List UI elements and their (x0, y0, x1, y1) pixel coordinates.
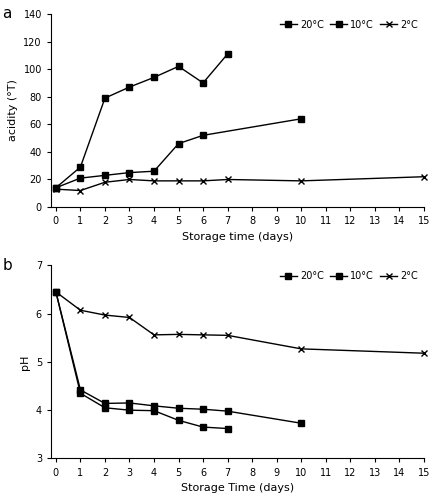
2°C (151, 332, 156, 338)
20°C (53, 185, 59, 191)
2°C (201, 178, 206, 184)
20°C (102, 405, 108, 411)
Line: 20°C: 20°C (53, 289, 230, 432)
20°C (225, 426, 230, 432)
2°C (298, 346, 304, 352)
Line: 20°C: 20°C (53, 51, 230, 190)
10°C (127, 400, 132, 406)
20°C (78, 164, 83, 170)
Y-axis label: pH: pH (20, 354, 30, 370)
2°C (225, 332, 230, 338)
Line: 10°C: 10°C (53, 116, 304, 190)
10°C (176, 140, 181, 146)
20°C (127, 407, 132, 413)
10°C (53, 185, 59, 191)
10°C (298, 116, 304, 122)
20°C (225, 51, 230, 57)
Text: b: b (3, 258, 12, 272)
X-axis label: Storage Time (days): Storage Time (days) (181, 483, 294, 493)
2°C (127, 314, 132, 320)
X-axis label: Storage time (days): Storage time (days) (182, 232, 293, 241)
2°C (151, 178, 156, 184)
2°C (176, 178, 181, 184)
Line: 2°C: 2°C (52, 288, 427, 356)
Y-axis label: acidity (°T): acidity (°T) (8, 80, 18, 142)
2°C (421, 174, 427, 180)
20°C (201, 80, 206, 86)
2°C (201, 332, 206, 338)
2°C (102, 180, 108, 186)
20°C (78, 390, 83, 396)
2°C (53, 186, 59, 192)
10°C (151, 403, 156, 409)
2°C (53, 289, 59, 295)
10°C (151, 168, 156, 174)
Line: 2°C: 2°C (52, 174, 427, 194)
10°C (102, 172, 108, 178)
Legend: 20°C, 10°C, 2°C: 20°C, 10°C, 2°C (279, 19, 419, 30)
20°C (201, 424, 206, 430)
10°C (225, 408, 230, 414)
10°C (53, 289, 59, 295)
Legend: 20°C, 10°C, 2°C: 20°C, 10°C, 2°C (279, 270, 419, 282)
10°C (78, 387, 83, 393)
2°C (102, 312, 108, 318)
2°C (127, 176, 132, 182)
10°C (78, 175, 83, 181)
20°C (151, 408, 156, 414)
20°C (102, 95, 108, 101)
Text: a: a (3, 6, 12, 21)
2°C (78, 307, 83, 313)
10°C (201, 132, 206, 138)
2°C (225, 176, 230, 182)
10°C (127, 170, 132, 175)
2°C (298, 178, 304, 184)
20°C (151, 74, 156, 80)
10°C (298, 420, 304, 426)
2°C (176, 332, 181, 338)
10°C (201, 406, 206, 412)
Line: 10°C: 10°C (53, 289, 304, 426)
20°C (127, 84, 132, 90)
20°C (53, 289, 59, 295)
20°C (176, 418, 181, 424)
10°C (102, 400, 108, 406)
2°C (78, 188, 83, 194)
2°C (421, 350, 427, 356)
20°C (176, 64, 181, 70)
10°C (176, 406, 181, 411)
